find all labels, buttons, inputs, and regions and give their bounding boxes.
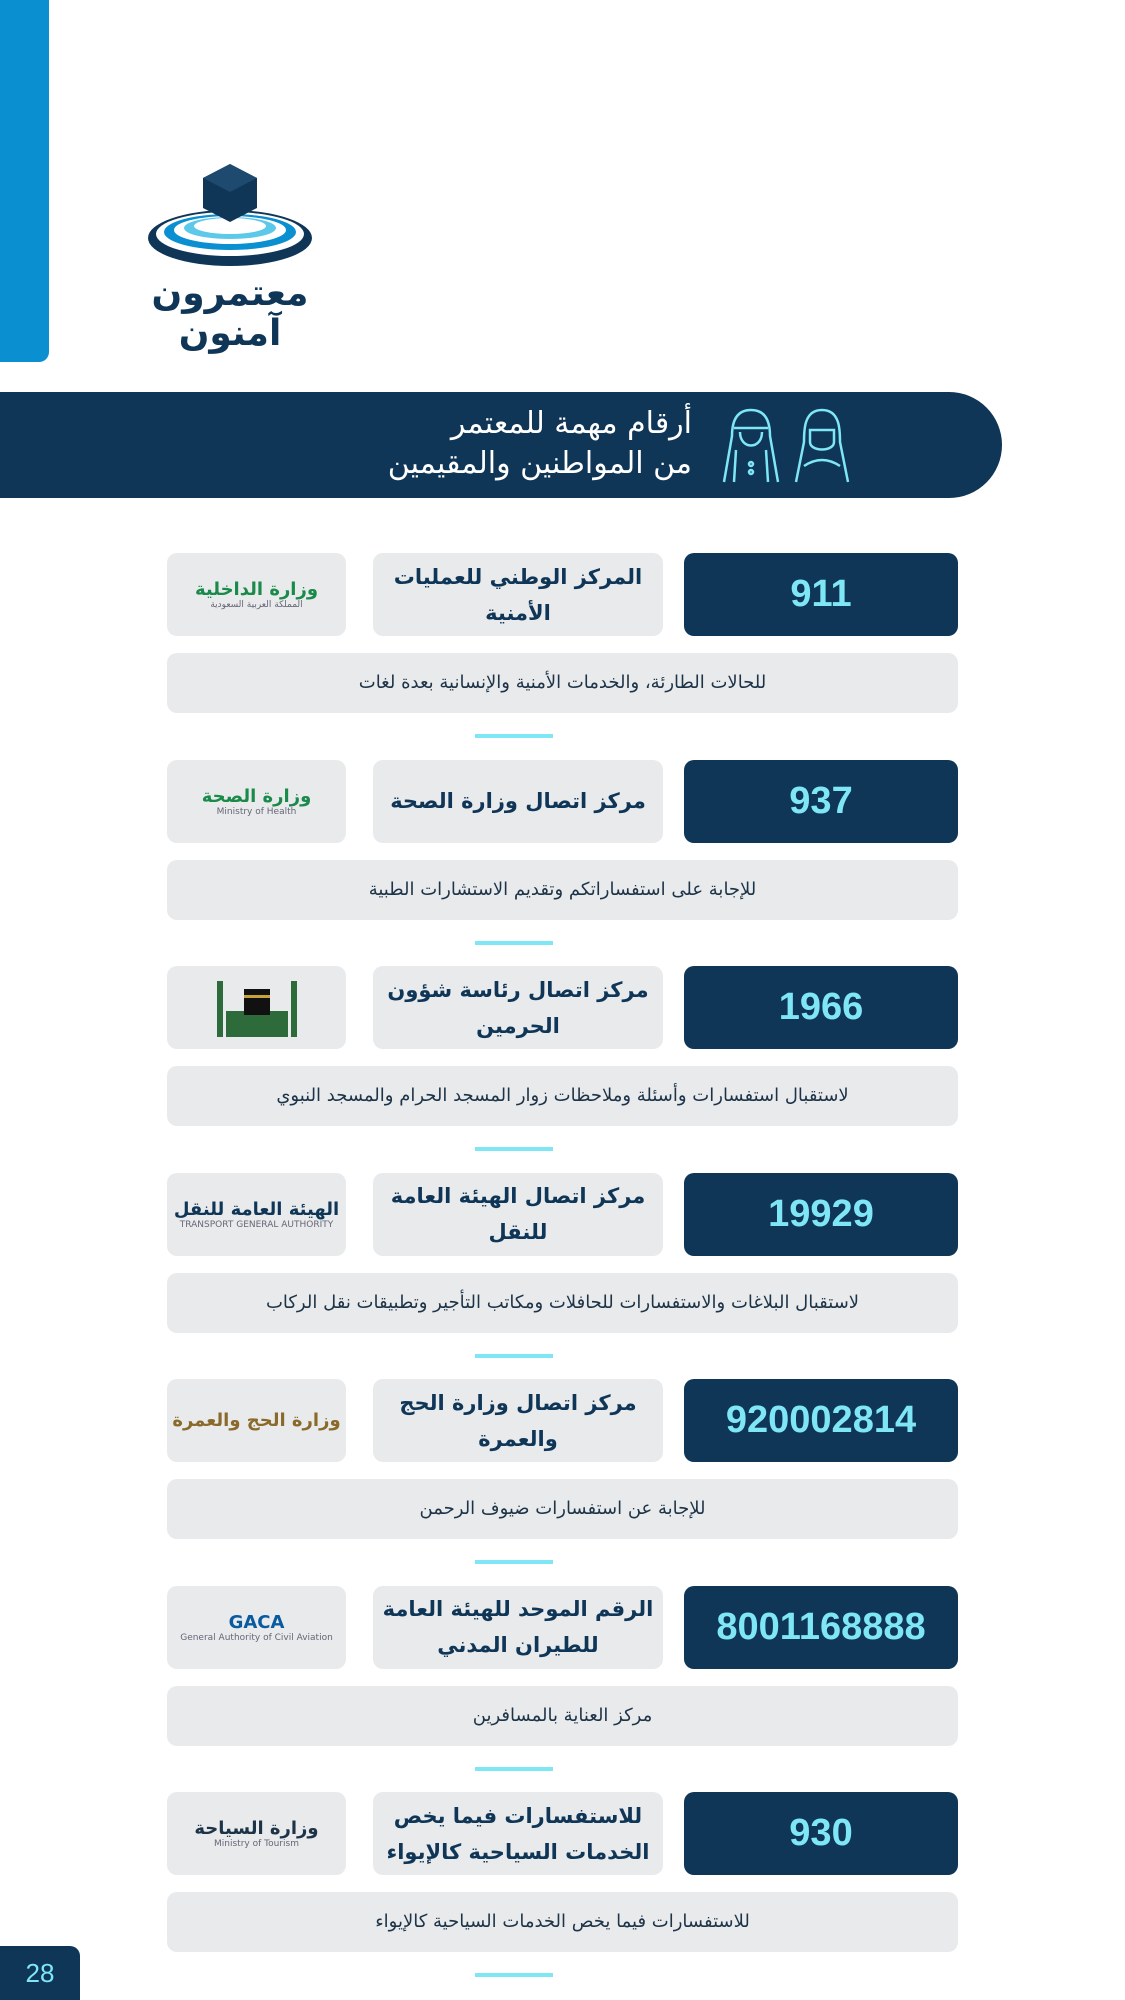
service-description: لاستقبال البلاغات والاستفسارات للحافلات … — [167, 1272, 958, 1333]
service-description: للإجابة عن استفسارات ضيوف الرحمن — [167, 1479, 958, 1539]
divider — [475, 734, 553, 738]
contact-entry: مركز اتصال رئاسة شؤون الحرمين 1966 لاستق… — [167, 966, 958, 1156]
org-logo-name: وزارة الحج والعمرة — [172, 1410, 341, 1431]
divider — [475, 1766, 553, 1771]
banner-title: أرقام مهمة للمعتمر من المواطنين والمقيمي… — [388, 404, 692, 484]
service-name: مركز اتصال وزارة الحج والعمرة — [373, 1379, 663, 1462]
phone-number-button[interactable]: 937 — [684, 759, 958, 843]
service-name: المركز الوطني للعمليات الأمنية — [373, 553, 663, 636]
org-logo-name: GACA — [228, 1611, 285, 1633]
org-logo: الهيئة العامة للنقل TRANSPORT GENERAL AU… — [167, 1172, 346, 1256]
org-logo-sub: Ministry of Tourism — [214, 1839, 299, 1849]
service-description: لاستقبال استفسارات وأسئلة وملاحظات زوار … — [167, 1066, 958, 1126]
org-logo: وزارة السياحة Ministry of Tourism — [167, 1792, 346, 1875]
divider — [475, 940, 553, 945]
org-logo: وزارة الحج والعمرة — [167, 1379, 346, 1462]
divider — [475, 1147, 553, 1151]
org-logo — [167, 966, 346, 1049]
org-logo-sub: TRANSPORT GENERAL AUTHORITY — [179, 1219, 334, 1230]
phone-number-button[interactable]: 930 — [684, 1792, 958, 1875]
divider — [475, 1560, 553, 1564]
side-accent-bar — [0, 0, 49, 362]
banner-line1: أرقام مهمة للمعتمر — [450, 406, 692, 441]
logo-line1: معتمرون — [151, 273, 309, 314]
org-logo: وزارة الداخلية المملكة العربية السعودية — [167, 553, 346, 636]
contact-entry: وزارة الصحة Ministry of Health مركز اتصا… — [167, 759, 958, 950]
kaaba-rings-icon — [148, 164, 312, 266]
service-description: مركز العناية بالمسافرين — [167, 1685, 958, 1746]
service-name: مركز اتصال الهيئة العامة للنقل — [373, 1172, 663, 1256]
org-logo-name: وزارة السياحة — [194, 1818, 319, 1839]
page-number: 28 — [0, 1946, 80, 2000]
contact-entry: وزارة الداخلية المملكة العربية السعودية … — [167, 553, 958, 743]
contact-entry: وزارة السياحة Ministry of Tourism للاستف… — [167, 1792, 958, 1982]
service-description: للاستفسارات فيما يخص الخدمات السياحية كا… — [167, 1892, 958, 1952]
haramain-mosque-icon — [216, 981, 297, 1037]
org-logo-name: وزارة الصحة — [201, 785, 312, 807]
org-logo-sub: المملكة العربية السعودية — [210, 600, 303, 610]
service-name: الرقم الموحد للهيئة العامة للطيران المدن… — [373, 1585, 663, 1669]
service-description: للإجابة على استفساراتكم وتقديم الاستشارا… — [167, 859, 958, 920]
contact-entry: الهيئة العامة للنقل TRANSPORT GENERAL AU… — [167, 1172, 958, 1363]
divider — [475, 1353, 553, 1358]
header-banner: أرقام مهمة للمعتمر من المواطنين والمقيمي… — [0, 392, 1002, 498]
org-logo: وزارة الصحة Ministry of Health — [167, 759, 346, 843]
phone-number-button[interactable]: 8001168888 — [684, 1585, 958, 1669]
service-name: للاستفسارات فيما يخص الخدمات السياحية كا… — [373, 1792, 663, 1875]
org-logo-name: وزارة الداخلية — [194, 579, 319, 600]
org-logo: GACA General Authority of Civil Aviation — [167, 1585, 346, 1669]
woman-figure-icon — [794, 408, 850, 483]
contact-entry: وزارة الحج والعمرة مركز اتصال وزارة الحج… — [167, 1379, 958, 1569]
org-logo-sub: Ministry of Health — [216, 806, 297, 817]
phone-number-button[interactable]: 1966 — [684, 966, 958, 1049]
org-logo-sub: General Authority of Civil Aviation — [180, 1632, 333, 1643]
logo-line2: آمنون — [178, 313, 282, 354]
contact-entry: GACA General Authority of Civil Aviation… — [167, 1585, 958, 1776]
service-description: للحالات الطارئة، والخدمات الأمنية والإنس… — [167, 653, 958, 713]
phone-number-button[interactable]: 911 — [684, 553, 958, 636]
divider — [475, 1973, 553, 1977]
umrah-logo: معتمرون آمنون — [140, 160, 320, 360]
service-name: مركز اتصال وزارة الصحة — [373, 759, 663, 843]
phone-number-button[interactable]: 920002814 — [684, 1379, 958, 1462]
phone-number-button[interactable]: 19929 — [684, 1172, 958, 1256]
man-figure-icon — [722, 408, 780, 483]
service-name: مركز اتصال رئاسة شؤون الحرمين — [373, 966, 663, 1049]
org-logo-name: الهيئة العامة للنقل — [173, 1198, 340, 1220]
banner-line2: من المواطنين والمقيمين — [387, 446, 692, 481]
